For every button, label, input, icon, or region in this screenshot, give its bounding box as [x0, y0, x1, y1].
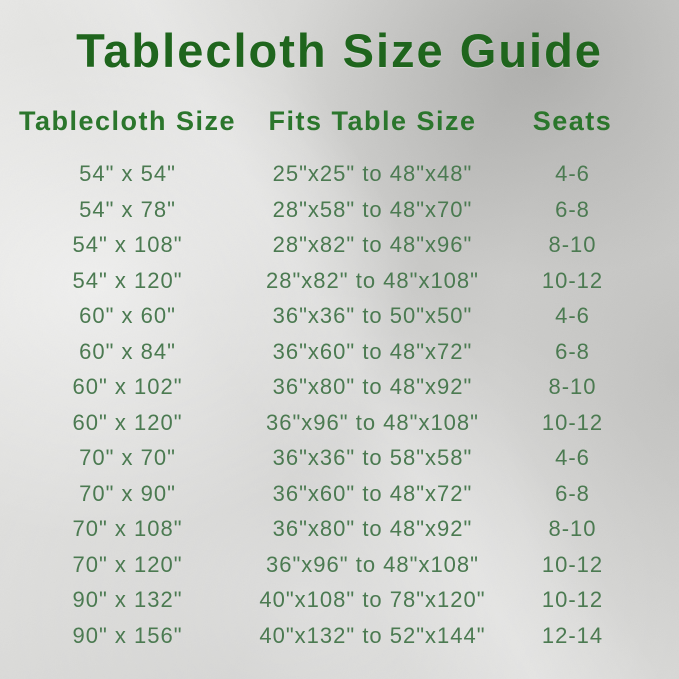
cell-tablecloth-size: 70" x 108" — [72, 516, 183, 541]
table-row: 60" x 60" 36"x36" to 50"x50" 4-6 — [0, 298, 679, 334]
table-row: 70" x 120" 36"x96" to 48"x108" 10-12 — [0, 547, 679, 583]
table-row: 70" x 70" 36"x36" to 58"x58" 4-6 — [0, 440, 679, 476]
cell-fits-table-size: 25"x25" to 48"x48" — [272, 161, 473, 186]
cell-seats: 8-10 — [548, 516, 597, 541]
table-row: 60" x 120" 36"x96" to 48"x108" 10-12 — [0, 405, 679, 441]
cell-tablecloth-size: 60" x 120" — [72, 409, 183, 435]
cell-seats: 4-6 — [555, 303, 590, 328]
cell-fits-table-size: 36"x60" to 48"x72" — [272, 480, 473, 506]
table-row: 70" x 108" 36"x80" to 48"x92" 8-10 — [0, 511, 679, 547]
cell-tablecloth-size: 60" x 102" — [72, 374, 183, 399]
cell-seats: 12-14 — [541, 622, 604, 648]
table-row: 90" x 132" 40"x108" to 78"x120" 10-12 — [0, 582, 679, 618]
table-row: 54" x 78" 28"x58" to 48"x70" 6-8 — [0, 192, 679, 228]
cell-tablecloth-size: 54" x 108" — [72, 232, 183, 257]
column-header-seats: Seats — [532, 106, 613, 136]
cell-fits-table-size: 40"x108" to 78"x120" — [259, 587, 486, 612]
cell-tablecloth-size: 70" x 120" — [72, 551, 183, 577]
cell-seats: 10-12 — [541, 409, 604, 435]
cell-seats: 8-10 — [548, 374, 597, 399]
cell-tablecloth-size: 90" x 156" — [72, 622, 183, 648]
cell-tablecloth-size: 60" x 60" — [79, 303, 176, 328]
cell-tablecloth-size: 90" x 132" — [72, 587, 183, 612]
table-row: 54" x 120" 28"x82" to 48"x108" 10-12 — [0, 263, 679, 299]
column-header-fits-table-size: Fits Table Size — [268, 106, 477, 136]
table-header-row: Tablecloth Size Fits Table Size Seats — [0, 104, 679, 138]
cell-fits-table-size: 28"x58" to 48"x70" — [272, 196, 473, 222]
cell-fits-table-size: 36"x96" to 48"x108" — [266, 409, 479, 435]
size-table-body: 54" x 54" 25"x25" to 48"x48" 4-6 54" x 78" 2… — [0, 156, 679, 653]
cell-seats: 10-12 — [541, 267, 604, 293]
cell-fits-table-size: 28"x82" to 48"x108" — [266, 267, 479, 293]
cell-seats: 8-10 — [548, 232, 597, 257]
table-row: 60" x 102" 36"x80" to 48"x92" 8-10 — [0, 369, 679, 405]
cell-seats: 10-12 — [541, 551, 604, 577]
table-row: 70" x 90" 36"x60" to 48"x72" 6-8 — [0, 476, 679, 512]
cell-seats: 6-8 — [555, 338, 590, 364]
cell-seats: 6-8 — [555, 196, 590, 222]
cell-seats: 10-12 — [541, 587, 604, 612]
page-title: Tablecloth Size Guide — [76, 24, 603, 77]
cell-tablecloth-size: 54" x 54" — [79, 161, 176, 186]
cell-fits-table-size: 36"x80" to 48"x92" — [272, 516, 473, 541]
cell-fits-table-size: 36"x36" to 58"x58" — [272, 445, 473, 470]
cell-seats: 4-6 — [555, 161, 590, 186]
cell-tablecloth-size: 54" x 78" — [79, 196, 176, 222]
cell-fits-table-size: 36"x80" to 48"x92" — [272, 374, 473, 399]
cell-fits-table-size: 28"x82" to 48"x96" — [272, 232, 473, 257]
cell-tablecloth-size: 70" x 70" — [79, 445, 176, 470]
cell-tablecloth-size: 60" x 84" — [79, 338, 176, 364]
cell-tablecloth-size: 54" x 120" — [72, 267, 183, 293]
table-row: 54" x 54" 25"x25" to 48"x48" 4-6 — [0, 156, 679, 192]
cell-fits-table-size: 36"x60" to 48"x72" — [272, 338, 473, 364]
cell-tablecloth-size: 70" x 90" — [79, 480, 176, 506]
cell-fits-table-size: 36"x96" to 48"x108" — [266, 551, 479, 577]
cell-seats: 4-6 — [555, 445, 590, 470]
table-row: 60" x 84" 36"x60" to 48"x72" 6-8 — [0, 334, 679, 370]
cell-fits-table-size: 36"x36" to 50"x50" — [272, 303, 473, 328]
cell-fits-table-size: 40"x132" to 52"x144" — [259, 622, 486, 648]
table-row: 54" x 108" 28"x82" to 48"x96" 8-10 — [0, 227, 679, 263]
column-header-tablecloth-size: Tablecloth Size — [18, 106, 237, 136]
table-row: 90" x 156" 40"x132" to 52"x144" 12-14 — [0, 618, 679, 654]
cell-seats: 6-8 — [555, 480, 590, 506]
